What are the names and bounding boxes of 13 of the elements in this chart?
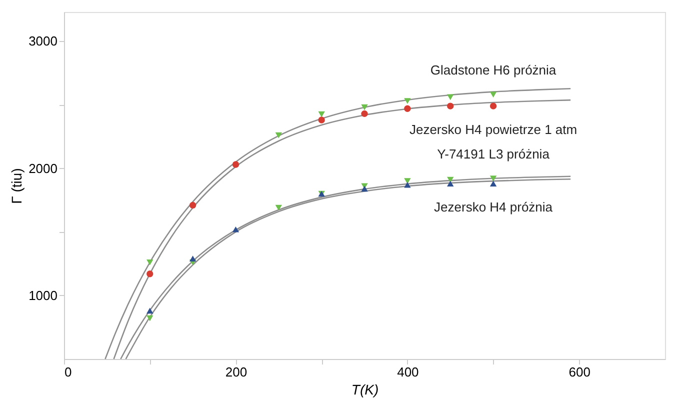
x-tick-label: 600: [568, 364, 590, 380]
y-tick-label: 3000: [28, 34, 58, 49]
series-label: Y-74191 L3 próżnia: [437, 146, 550, 162]
x-tick-label: 0: [64, 364, 72, 380]
y-axis-title: Γ (tiu): [8, 168, 25, 204]
series-label: Jezersko H4 próżnia: [434, 200, 554, 215]
x-tick-label: 200: [225, 364, 248, 380]
series-label: Gladstone H6 próżnia: [430, 62, 557, 78]
series-label: Jezersko H4 powietrze 1 atm: [409, 122, 578, 138]
y-tick-label: 1000: [28, 288, 58, 303]
x-axis-title: T(K): [351, 382, 379, 398]
x-tick-label: 400: [397, 364, 419, 380]
y-tick-label: 2000: [28, 160, 58, 176]
